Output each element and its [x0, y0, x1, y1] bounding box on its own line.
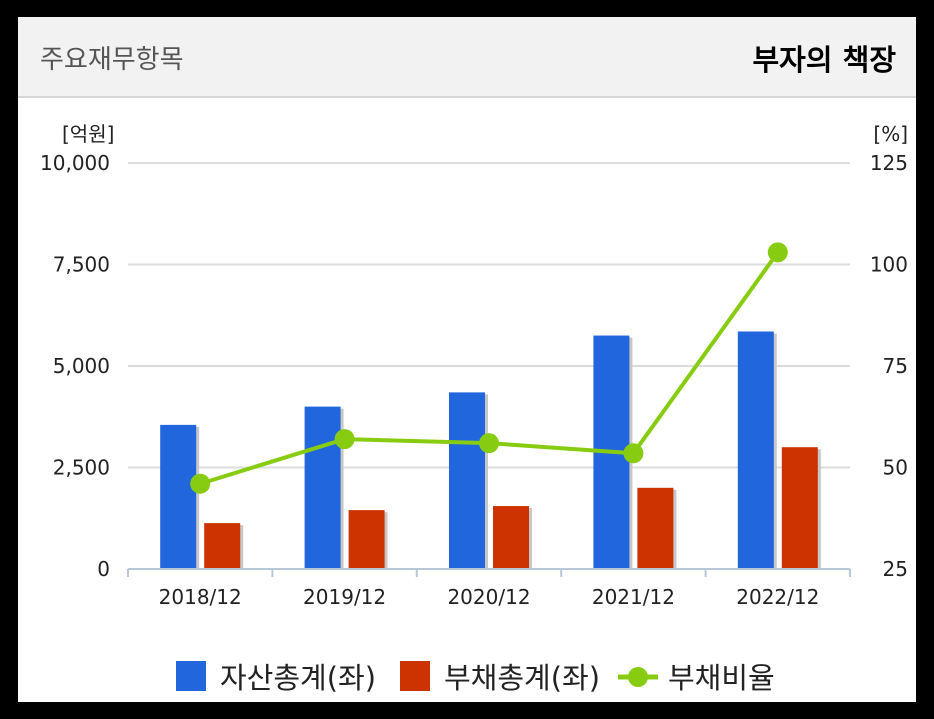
bar-liabilities — [637, 487, 674, 569]
y-right-tick-label: 125 — [870, 151, 908, 175]
y-left-tick-label: 5,000 — [53, 354, 110, 378]
debt-ratio-point — [479, 433, 499, 454]
y-right-tick-label: 100 — [870, 253, 908, 277]
chart: [억원] [%] 0 2,500 5,000 7,500 10,000 25 50 75 10… — [40, 122, 908, 695]
y-left-tick-label: 0 — [97, 557, 110, 581]
bar-assets — [304, 406, 341, 569]
x-tick-label: 2021/12 — [592, 585, 675, 609]
legend-swatch — [400, 661, 430, 691]
y-right-unit: [%] — [873, 122, 908, 146]
y-left-tick-label: 2,500 — [53, 456, 110, 480]
y-right-tick-label: 50 — [883, 456, 908, 480]
bar-liabilities — [348, 510, 385, 569]
bar-liabilities — [493, 506, 529, 569]
header-bar: 주요재무항목 부자의 책장 — [18, 17, 916, 98]
y-left-tick-label: 7,500 — [53, 253, 110, 277]
legend-label: 부채비율 — [668, 661, 775, 695]
legend-label: 부채총계(좌) — [444, 661, 600, 695]
y-right-tick-label: 75 — [883, 354, 908, 378]
debt-ratio-point — [334, 429, 355, 450]
bar-liabilities — [781, 447, 818, 569]
x-tick-label: 2020/12 — [447, 585, 530, 609]
chart-card: 주요재무항목 부자의 책장 [억원] [%] 0 2,500 5,000 7,500 1… — [18, 17, 916, 702]
y-left-unit: [억원] — [62, 122, 114, 146]
debt-ratio-point — [623, 443, 644, 464]
bar-assets — [449, 392, 485, 569]
legend-dot-swatch — [628, 667, 648, 687]
legend-label: 자산총계(좌) — [220, 661, 376, 695]
x-tick-label: 2022/12 — [736, 585, 819, 609]
bar-assets — [737, 331, 774, 569]
x-tick-label: 2019/12 — [303, 585, 386, 609]
y-left-tick-label: 10,000 — [40, 151, 110, 175]
y-right-tick-label: 25 — [883, 557, 908, 581]
bar-assets — [160, 424, 197, 569]
bar-liabilities — [204, 523, 241, 569]
page-title: 주요재무항목 — [40, 45, 184, 75]
x-tick-label: 2018/12 — [159, 585, 242, 609]
debt-ratio-point — [767, 242, 788, 263]
brand-label: 부자의 책장 — [752, 43, 897, 77]
debt-ratio-point — [190, 473, 211, 494]
legend-swatch — [176, 661, 206, 691]
